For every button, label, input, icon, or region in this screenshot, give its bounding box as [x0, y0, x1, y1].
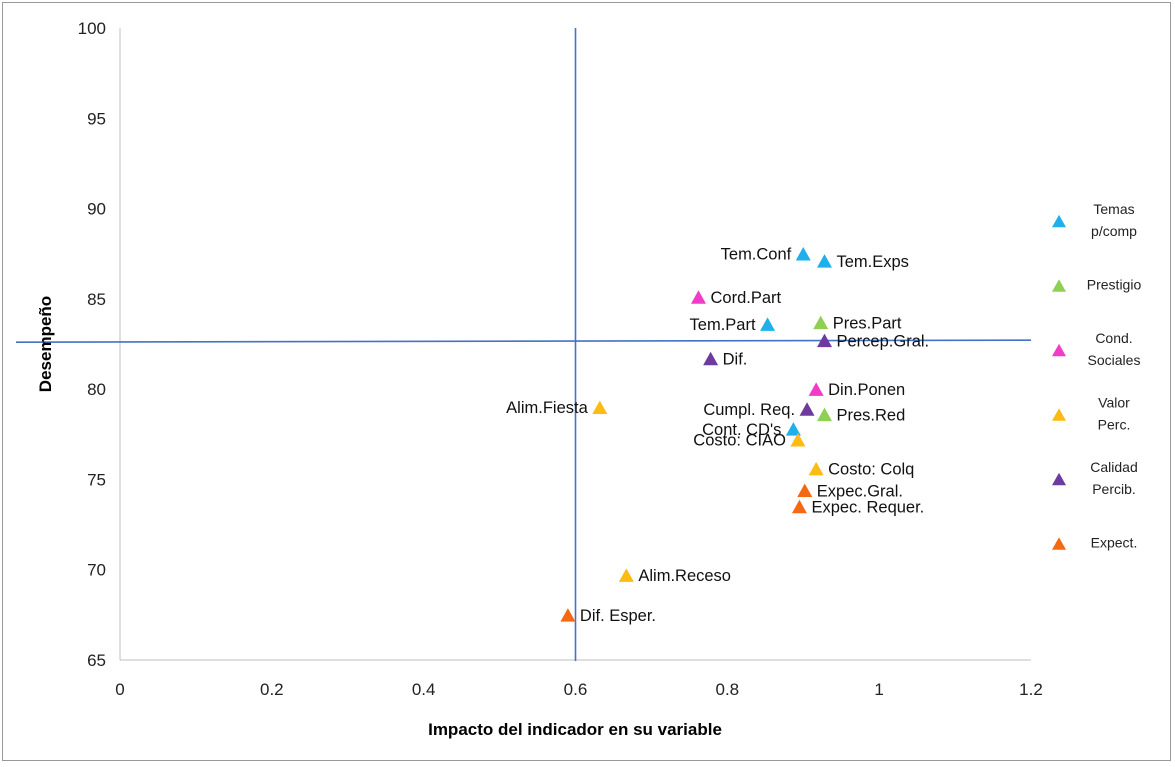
data-point-marker: [790, 432, 806, 447]
legend-label: Valor: [1098, 395, 1130, 411]
data-point-marker: [560, 608, 576, 622]
data-point-marker: [703, 351, 719, 366]
data-point-label: Dif. Esper.: [580, 607, 656, 625]
data-points: [560, 246, 833, 622]
y-tick-labels: 65 70 75 80 85 90 95 100: [78, 19, 106, 670]
y-tick-label: 90: [87, 200, 106, 219]
y-tick-label: 85: [87, 290, 106, 309]
y-tick-label: 80: [87, 380, 106, 399]
data-point-marker: [791, 499, 807, 514]
data-point-label: Alim.Fiesta: [506, 399, 588, 417]
data-point-label: Cont. CD's: [702, 421, 781, 439]
data-point-marker: [817, 407, 833, 422]
data-point-marker: [797, 483, 813, 498]
data-point-label: Percep.Gral.: [837, 332, 930, 350]
data-point-label: Expec. Requer.: [811, 499, 924, 517]
x-tick-labels: 0 0.2 0.4 0.6 0.8 1 1.2: [115, 680, 1043, 699]
y-axis-title: Desempeño: [36, 296, 55, 392]
data-point-label: Dif.: [723, 350, 748, 368]
scatter-chart: 0 0.2 0.4 0.6 0.8 1 1.2 65 70 75 80 85 90 95 100 Tem.…: [15, 19, 1141, 739]
legend-marker: [1052, 214, 1066, 228]
data-point-label: Expec.Gral.: [817, 482, 903, 500]
legend-marker: [1052, 343, 1066, 357]
y-tick-label: 70: [87, 561, 106, 580]
data-point-marker: [592, 400, 608, 414]
legend-label: Cond.: [1095, 330, 1132, 346]
x-tick-label: 0: [115, 680, 124, 699]
data-point-label: Costo: Colq: [828, 461, 914, 479]
y-tick-label: 100: [78, 19, 106, 38]
legend-label: Expect.: [1091, 535, 1138, 551]
legend-marker: [1052, 537, 1066, 550]
legend-label: Perc.: [1098, 417, 1131, 433]
legend-marker: [1052, 408, 1066, 421]
point-labels: Tem.Conf Tem.Exps Tem.Part Cont. CD's Pres.P…: [506, 246, 929, 625]
x-tick-label: 0.6: [564, 680, 588, 699]
data-point-label: Pres.Red: [837, 406, 906, 424]
x-tick-label: 1: [874, 680, 883, 699]
legend-marker: [1052, 472, 1066, 486]
data-point-marker: [760, 317, 776, 331]
legend-label: p/comp: [1091, 223, 1137, 239]
x-tick-label: 1.2: [1019, 680, 1043, 699]
data-point-marker: [808, 461, 824, 476]
legend-label: Sociales: [1088, 352, 1141, 368]
data-point-marker: [618, 568, 634, 582]
horizontal-reference-line: [15, 339, 1032, 343]
data-point-marker: [817, 254, 833, 268]
data-point-marker: [813, 315, 829, 330]
data-point-label: Tem.Part: [690, 316, 756, 334]
data-point-marker: [795, 246, 811, 261]
data-point-marker: [808, 382, 824, 396]
data-point-label: Tem.Conf: [721, 246, 792, 264]
x-tick-label: 0.4: [412, 680, 436, 699]
x-tick-label: 0.8: [716, 680, 740, 699]
y-tick-label: 95: [87, 109, 106, 128]
legend-label: Prestigio: [1087, 277, 1142, 293]
data-point-marker: [690, 290, 706, 304]
data-point-label: Cumpl. Req.: [703, 401, 795, 419]
data-point-label: Pres.Part: [833, 314, 902, 332]
reference-lines: [15, 28, 1032, 661]
x-axis-title: Impacto del indicador en su variable: [428, 720, 722, 739]
legend: Temas p/comp Prestigio Cond. Sociales Valor Pe…: [1052, 201, 1141, 551]
data-point-label: Costo: CIAO: [693, 432, 786, 450]
legend-label: Percib.: [1092, 481, 1136, 497]
data-point-label: Alim.Receso: [638, 567, 731, 585]
legend-marker: [1052, 279, 1066, 292]
legend-label: Calidad: [1090, 459, 1137, 475]
data-point-marker: [817, 333, 833, 348]
data-point-marker: [799, 402, 815, 416]
y-tick-label: 65: [87, 651, 106, 670]
data-point-label: Cord.Part: [710, 289, 781, 307]
x-tick-label: 0.2: [260, 680, 284, 699]
y-tick-label: 75: [87, 470, 106, 489]
data-point-label: Din.Ponen: [828, 381, 905, 399]
data-point-label: Tem.Exps: [837, 253, 909, 271]
legend-label: Temas: [1093, 201, 1134, 217]
data-point-marker: [785, 422, 801, 436]
